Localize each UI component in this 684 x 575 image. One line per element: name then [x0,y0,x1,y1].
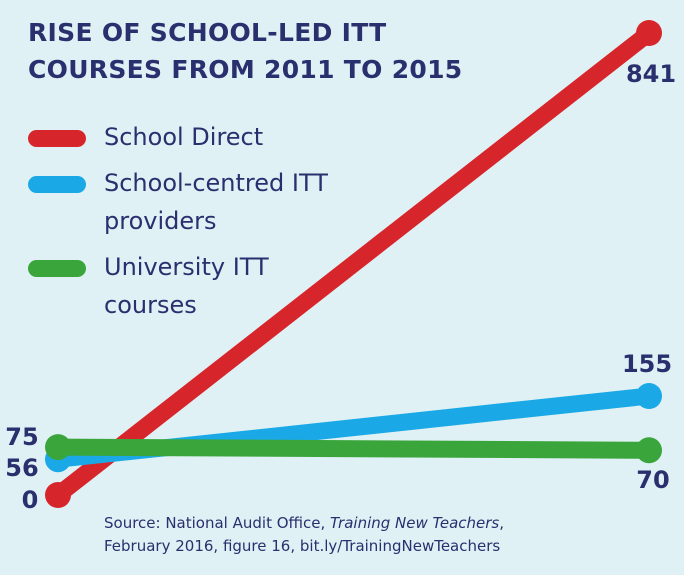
source-note: Source: National Audit Office, Training … [104,512,504,558]
data-point-university-itt-courses-2015 [636,437,662,464]
legend-swatch-school-centred [28,176,86,193]
series-line-university-itt-courses [49,438,658,459]
legend-label-university: University ITT courses [104,253,269,319]
legend-label-school-centred: School-centred ITT providers [104,169,328,235]
data-point-school-direct-2011 [45,482,71,508]
chart-title-line-2: COURSES FROM 2011 TO 2015 [28,55,463,84]
data-point-school-direct-2015 [636,20,662,46]
source-suffix: , [499,514,505,532]
source-line-2: February 2016, figure 16, bit.ly/Trainin… [104,537,501,555]
source-line-1: Source: National Audit Office, Training … [104,512,504,535]
data-label-university-itt-courses-start: 75 [5,423,38,451]
data-label-school-centred-itt-providers-start: 56 [5,454,38,482]
legend-item-school-centred: School-centred ITT providers [28,164,334,240]
series-line-school-direct [49,24,658,504]
data-label-school-direct-end: 841 [626,60,676,88]
legend-swatch-university [28,260,86,277]
legend: School Direct School-centred ITT provide… [28,118,334,332]
source-publication: Training New Teachers [330,514,500,532]
legend-item-school-direct: School Direct [28,118,334,156]
source-prefix: Source: National Audit Office, [104,514,331,532]
data-point-university-itt-courses-2011 [45,434,71,461]
legend-item-university: University ITT courses [28,248,334,324]
data-label-school-centred-itt-providers-end: 155 [622,350,672,378]
chart-title: RISE OF SCHOOL-LED ITT COURSES FROM 2011… [28,14,462,88]
legend-swatch-school-direct [28,130,86,147]
legend-label-school-direct: School Direct [104,123,264,151]
data-label-school-direct-start: 0 [22,486,39,514]
data-label-university-itt-courses-end: 70 [636,466,669,494]
chart-title-line-1: RISE OF SCHOOL-LED ITT [28,18,387,47]
data-point-school-centred-itt-providers-2015 [636,383,662,409]
